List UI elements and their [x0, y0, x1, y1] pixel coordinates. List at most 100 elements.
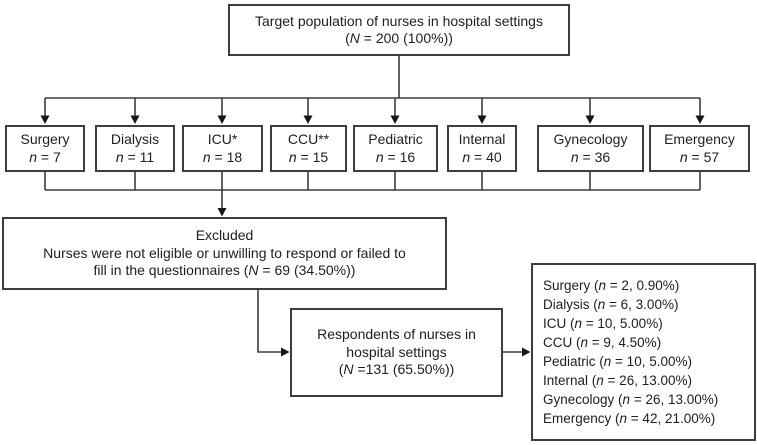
- n-symbol: n: [570, 148, 579, 165]
- dept-count: n = 16: [376, 149, 415, 166]
- dept-count: n = 36: [571, 149, 610, 166]
- dept-box-gynecology: Gynecology n = 36: [537, 125, 644, 172]
- arrowhead-down-icon: [477, 115, 487, 124]
- paren-open: (: [345, 30, 350, 46]
- dept-name: Dialysis: [110, 131, 160, 148]
- dept-count: n = 15: [289, 149, 328, 166]
- respondents-title-line2: hospital settings: [346, 343, 447, 360]
- count-text: = 69 (34.50%)): [258, 262, 356, 279]
- n-symbol: n: [375, 148, 384, 165]
- arrowhead-down-icon: [217, 115, 227, 124]
- count-text: = 15: [296, 148, 329, 165]
- breakdown-pre: CCU (: [543, 335, 581, 350]
- excluded-title: Excluded: [195, 227, 254, 244]
- n-symbol: n: [115, 148, 124, 165]
- count-text: = 18: [210, 148, 243, 165]
- breakdown-pre: Pediatric (: [543, 354, 604, 369]
- n-symbol: N: [343, 361, 354, 378]
- dept-count: n = 57: [680, 149, 719, 166]
- dept-name: Pediatric: [368, 131, 423, 148]
- n-symbol: n: [202, 148, 211, 165]
- count-text: = 36: [578, 148, 611, 165]
- connector-strokes: [44, 56, 701, 353]
- breakdown-pre: Surgery (: [543, 278, 599, 293]
- n-symbol: N: [349, 30, 360, 46]
- n-symbol: n: [679, 148, 688, 165]
- count-text: =131 (65.50%)): [353, 361, 455, 378]
- dept-count: n = 7: [29, 149, 61, 166]
- breakdown-post: = 42, 21.00%): [627, 411, 716, 426]
- arrowhead-right-icon: [522, 347, 531, 357]
- target-population-box: Target population of nurses in hospital …: [228, 4, 570, 56]
- dept-count: n = 40: [462, 149, 501, 166]
- arrowheads: [40, 115, 705, 357]
- reason-continued: fill in the questionnaires (: [93, 262, 249, 279]
- breakdown-line-surgery: Surgery (n = 2, 0.90%): [543, 276, 679, 295]
- arrowhead-down-icon: [217, 208, 227, 217]
- dept-box-pediatric: Pediatric n = 16: [353, 125, 438, 172]
- breakdown-line-pediatric: Pediatric (n = 10, 5.00%): [543, 352, 692, 371]
- breakdown-pre: Internal (: [543, 373, 597, 388]
- breakdown-pre: Emergency (: [543, 411, 620, 426]
- arrowhead-down-icon: [130, 115, 140, 124]
- n-symbol: n: [580, 335, 589, 350]
- count-text: = 200 (100%)): [359, 30, 453, 46]
- breakdown-post: = 2, 0.90%): [606, 278, 680, 293]
- count-text: = 57: [687, 148, 720, 165]
- dept-count: n = 18: [203, 149, 242, 166]
- elbow-excluded-to-respondents: [257, 290, 281, 353]
- n-symbol: n: [603, 354, 612, 369]
- dept-name: Internal: [458, 131, 506, 148]
- dept-name: CCU**: [287, 131, 330, 148]
- breakdown-line-ccu: CCU (n = 9, 4.50%): [543, 333, 661, 352]
- breakdown-post: = 6, 3.00%): [605, 297, 679, 312]
- dept-box-icu: ICU* n = 18: [182, 125, 263, 172]
- count-text: = 7: [37, 148, 61, 165]
- respondents-title-line1: Respondents of nurses in: [317, 326, 476, 343]
- breakdown-post: = 26, 13.00%): [603, 373, 692, 388]
- breakdown-pre: ICU (: [543, 316, 575, 331]
- breakdown-post: = 10, 5.00%): [611, 354, 692, 369]
- n-symbol: n: [619, 411, 628, 426]
- n-symbol: n: [622, 392, 631, 407]
- respondents-count: (N =131 (65.50%)): [339, 361, 455, 378]
- breakdown-post: = 9, 4.50%): [588, 335, 662, 350]
- dept-name: Gynecology: [553, 131, 628, 148]
- n-symbol: n: [29, 148, 38, 165]
- breakdown-line-internal: Internal (n = 26, 13.00%): [543, 371, 692, 390]
- dept-name: Surgery: [20, 131, 70, 148]
- n-symbol: n: [597, 297, 606, 312]
- count-text: = 40: [470, 148, 502, 165]
- n-symbol: n: [462, 148, 471, 165]
- target-population-title: Target population of nurses in hospital …: [255, 12, 543, 29]
- respondents-box: Respondents of nurses in hospital settin…: [290, 308, 503, 397]
- breakdown-post: = 26, 13.00%): [630, 392, 719, 407]
- n-symbol: N: [248, 262, 259, 279]
- dept-box-emergency: Emergency n = 57: [649, 125, 750, 172]
- excluded-count: fill in the questionnaires (N = 69 (34.5…: [94, 262, 356, 279]
- arrowhead-down-icon: [390, 115, 400, 124]
- dept-count: n = 11: [116, 149, 154, 166]
- breakdown-line-dialysis: Dialysis (n = 6, 3.00%): [543, 295, 678, 314]
- dept-name: ICU*: [207, 131, 238, 148]
- breakdown-post: = 10, 5.00%): [582, 316, 663, 331]
- dept-box-dialysis: Dialysis n = 11: [95, 125, 175, 172]
- arrowhead-down-icon: [303, 115, 313, 124]
- respondents-breakdown-box: Surgery (n = 2, 0.90%) Dialysis (n = 6, …: [531, 263, 756, 441]
- arrowhead-right-icon: [281, 347, 290, 357]
- dept-box-internal: Internal n = 40: [447, 125, 517, 172]
- breakdown-line-icu: ICU (n = 10, 5.00%): [543, 314, 663, 333]
- dept-box-surgery: Surgery n = 7: [5, 125, 85, 172]
- arrowhead-down-icon: [40, 115, 50, 124]
- breakdown-pre: Gynecology (: [543, 392, 623, 407]
- dept-name: Emergency: [664, 131, 735, 148]
- breakdown-line-gynecology: Gynecology (n = 26, 13.00%): [543, 390, 718, 409]
- n-symbol: n: [574, 316, 583, 331]
- n-symbol: n: [288, 148, 297, 165]
- breakdown-pre: Dialysis (: [543, 297, 598, 312]
- breakdown-line-emergency: Emergency (n = 42, 21.00%): [543, 409, 715, 428]
- dept-box-ccu: CCU** n = 15: [270, 125, 347, 172]
- n-symbol: n: [598, 278, 607, 293]
